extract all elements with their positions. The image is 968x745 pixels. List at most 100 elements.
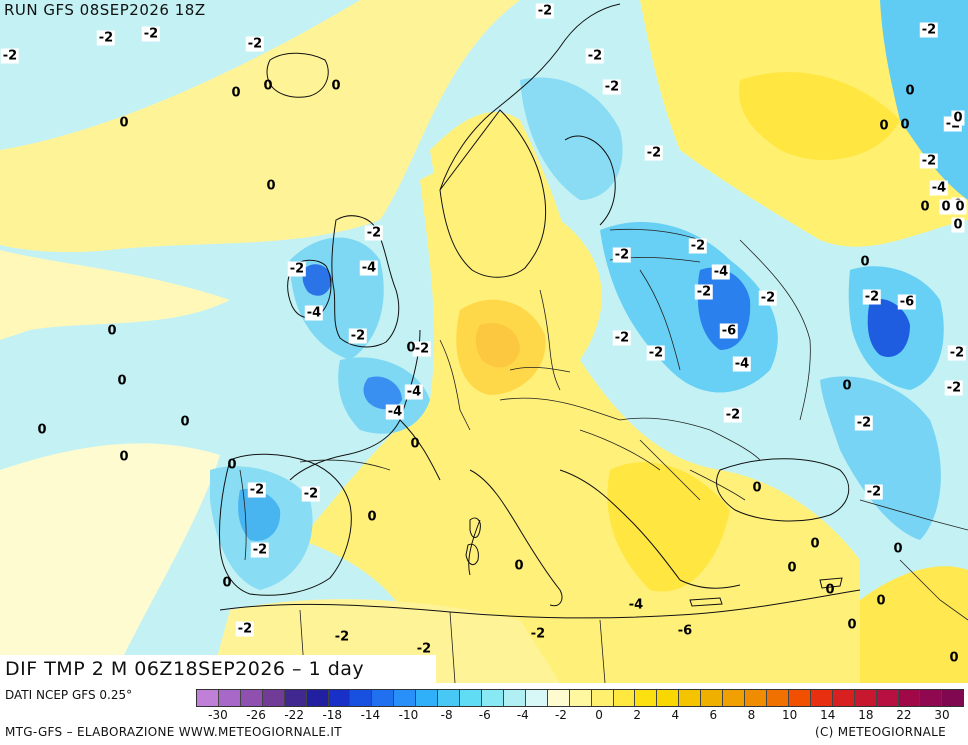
scandinavia-coast — [439, 3, 621, 278]
label-neg2-b: -2 — [96, 30, 116, 46]
scale-tick-label: 0 — [595, 708, 603, 722]
label-neg2-e: -2 — [0, 48, 20, 64]
label-0-y: 0 — [825, 582, 835, 598]
color-swatch — [920, 690, 943, 706]
color-swatch — [898, 690, 921, 706]
color-swatch — [810, 690, 833, 706]
label-neg2-ad: -2 — [864, 484, 884, 500]
border-germany-poland — [539, 289, 561, 391]
label-0-l: 0 — [180, 414, 190, 430]
label-0-aa: 0 — [949, 650, 959, 666]
scale-tick-label: 10 — [781, 708, 798, 722]
scale-tick-label: 18 — [858, 708, 874, 722]
scale-tick-label: 14 — [820, 708, 836, 722]
label-neg4-f: -4 — [711, 264, 731, 280]
label-0-af: -6 — [677, 623, 693, 639]
label-neg6-c: 0 — [953, 199, 967, 215]
color-swatch — [481, 690, 504, 706]
color-scale — [196, 689, 964, 707]
color-swatch — [328, 690, 351, 706]
central-europe-core — [475, 322, 520, 368]
atlantic-yellow-south — [0, 443, 220, 683]
label-neg2-q: -2 — [612, 330, 632, 346]
label-neg4-c: -4 — [929, 180, 949, 196]
east-cold-band — [820, 376, 941, 540]
label-neg4-d: -4 — [404, 384, 424, 400]
label-neg4-h: 0 — [939, 199, 953, 215]
color-swatch — [701, 690, 724, 706]
temperature-difference-map: RUN GFS 08SEP2026 18Z -2 -2 -2 -2 -2 -2 … — [0, 0, 968, 683]
country-borders — [239, 228, 968, 683]
color-swatch — [876, 690, 899, 706]
color-swatch — [197, 690, 219, 706]
scale-tick-label: 30 — [934, 708, 950, 722]
color-swatch — [306, 690, 329, 706]
color-swatch — [547, 690, 570, 706]
label-neg2-s: -2 — [247, 482, 267, 498]
label-0-r: 0 — [514, 558, 524, 574]
scale-tick-label: -4 — [516, 708, 529, 722]
color-swatch — [788, 690, 811, 706]
label-neg2-h: -2 — [644, 145, 664, 161]
label-0-z: 0 — [876, 593, 886, 609]
label-0-s: 0 — [860, 254, 870, 270]
color-swatch — [438, 690, 461, 706]
scale-tick-label: 8 — [747, 708, 756, 722]
mediterranean-south-coast — [219, 589, 861, 619]
continental-yellow — [300, 165, 860, 683]
label-0-o: 0 — [227, 457, 237, 473]
label-neg2-t: -2 — [301, 486, 321, 502]
label-neg2-p: -2 — [612, 247, 632, 263]
label-0-x: 0 — [787, 560, 797, 576]
label-0-g: 0 — [879, 118, 889, 134]
border-austria — [499, 397, 621, 421]
arctic-cold — [880, 0, 968, 200]
label-0-b: 0 — [263, 78, 273, 94]
map-title: DIF TMP 2 M 06Z18SEP2026 – 1 day — [0, 655, 436, 683]
coastlines — [219, 3, 861, 619]
color-swatch — [284, 690, 307, 706]
border-turkey-east — [859, 499, 968, 621]
credit-left: MTG-GFS – ELABORAZIONE WWW.METEOGIORNALE… — [5, 725, 342, 739]
color-swatch — [854, 690, 877, 706]
border-balkans — [579, 429, 746, 501]
color-swatch — [657, 690, 680, 706]
iberia-coast — [219, 453, 352, 596]
border-hungary-romania — [619, 417, 761, 461]
color-swatch — [394, 690, 417, 706]
scale-tick-label: 2 — [633, 708, 641, 722]
ireland-cold-core — [302, 264, 332, 296]
label-0-f: 0 — [905, 83, 915, 99]
scale-tick-label: 4 — [671, 708, 680, 722]
finland-coast — [564, 135, 616, 226]
color-swatch — [416, 690, 439, 706]
label-0-c: 0 — [331, 78, 341, 94]
color-swatch — [832, 690, 855, 706]
label-neg2-z: -2 — [862, 289, 882, 305]
corsica-sardinia — [465, 517, 481, 566]
label-0-ah: 0 — [900, 117, 910, 133]
color-swatch — [460, 690, 482, 706]
scale-tick-label: 6 — [709, 708, 718, 722]
color-scale-ticks: -30 -26 -22 -18 -14 -10 -8 -6 -4 -2 0 2 4 6 8 10 14 18 22 3… — [196, 708, 964, 722]
east-africa-yellow — [860, 566, 968, 683]
color-swatch — [942, 690, 964, 706]
label-neg6-a: -6 — [719, 323, 739, 339]
france-cold-core — [363, 376, 402, 410]
label-neg2-v: -2 — [688, 238, 708, 254]
label-0-ag: 0 — [920, 199, 930, 215]
scale-tick-label: -14 — [360, 708, 381, 722]
scale-tick-label: -30 — [208, 708, 228, 722]
color-swatch — [350, 690, 373, 706]
label-neg2-r: -2 — [646, 345, 666, 361]
map-canvas — [0, 0, 968, 683]
label-0-u: 0 — [752, 480, 762, 496]
scale-tick-label: -2 — [554, 708, 567, 722]
scale-tick-label: -22 — [284, 708, 304, 722]
border-ukraine-russia — [739, 239, 811, 421]
label-0-d: 0 — [119, 115, 129, 131]
iceland-coast — [266, 52, 329, 98]
scale-tick-label: -6 — [478, 708, 491, 722]
label-0-a: 0 — [231, 85, 241, 101]
data-source: DATI NCEP GFS 0.25° — [5, 688, 133, 702]
